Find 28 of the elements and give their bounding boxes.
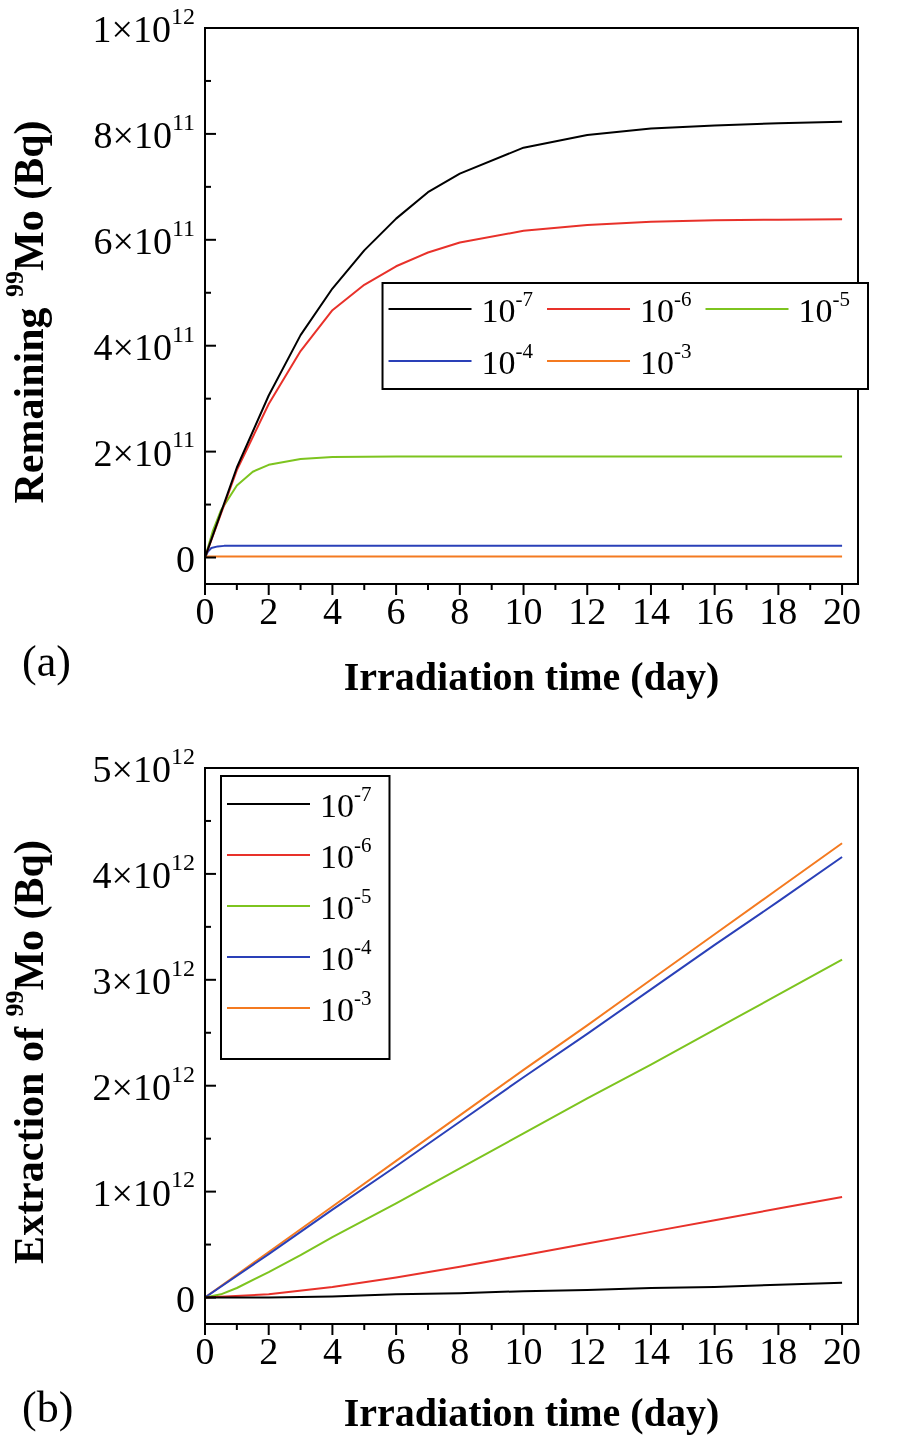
x-axis-title: Irradiation time (day) bbox=[343, 1390, 720, 1436]
x-tick-label: 4 bbox=[322, 1329, 342, 1372]
x-tick-label: 6 bbox=[386, 1329, 406, 1372]
x-tick-label: 12 bbox=[568, 589, 607, 632]
text: (b) bbox=[22, 1382, 74, 1432]
x-tick-label: 18 bbox=[759, 589, 798, 632]
y-axis-title: Remaining 99Mo (Bq) bbox=[0, 120, 53, 504]
x-tick-label: 8 bbox=[450, 1329, 470, 1372]
x-tick-label: 12 bbox=[568, 1329, 607, 1372]
y-tick-label: 0 bbox=[176, 537, 195, 580]
x-tick-label: 8 bbox=[450, 589, 470, 632]
y-tick-label: 0 bbox=[176, 1277, 195, 1320]
x-tick-label: 10 bbox=[504, 1329, 543, 1372]
x-tick-label: 20 bbox=[823, 589, 862, 632]
x-tick-label: 16 bbox=[695, 589, 734, 632]
x-tick-label: 4 bbox=[322, 589, 342, 632]
x-tick-label: 14 bbox=[631, 589, 670, 632]
x-tick-label: 18 bbox=[759, 1329, 798, 1372]
x-tick-label: 20 bbox=[823, 1329, 862, 1372]
x-tick-label: 16 bbox=[695, 1329, 734, 1372]
x-tick-label: 10 bbox=[504, 589, 543, 632]
x-axis-title: Irradiation time (day) bbox=[343, 654, 720, 700]
text: (a) bbox=[22, 636, 71, 686]
x-tick-label: 14 bbox=[631, 1329, 670, 1372]
x-tick-label: 6 bbox=[386, 589, 406, 632]
x-tick-label: 2 bbox=[259, 1329, 279, 1372]
y-axis-title: Extraction of 99Mo (Bq) bbox=[0, 840, 53, 1264]
x-tick-label: 2 bbox=[259, 589, 279, 632]
